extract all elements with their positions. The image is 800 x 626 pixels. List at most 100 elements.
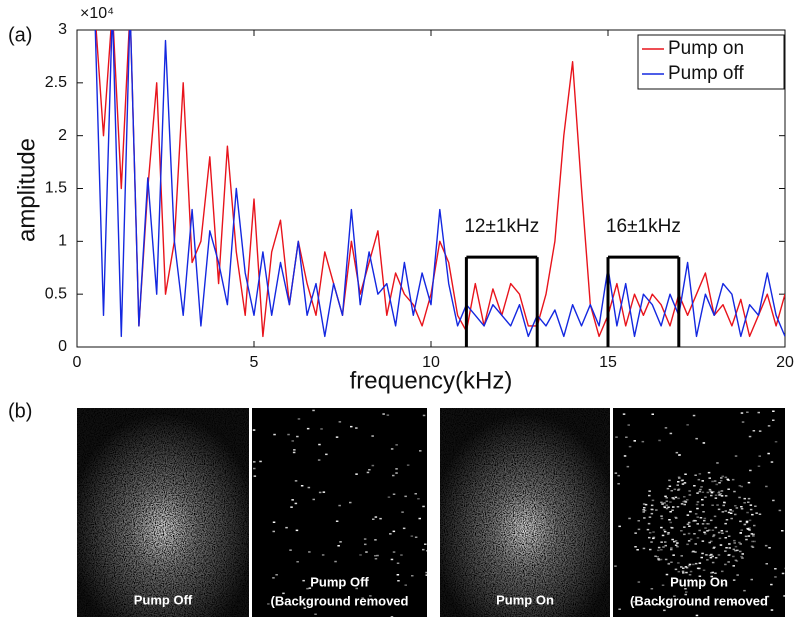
- noise-dot: [289, 549, 292, 551]
- noise-dot: [751, 513, 754, 516]
- noise-dot: [390, 448, 394, 450]
- noise-dot: [686, 499, 689, 501]
- noise-dot: [731, 478, 735, 481]
- noise-dot: [727, 535, 731, 537]
- noise-dot: [764, 544, 768, 547]
- noise-dot: [644, 503, 648, 506]
- noise-dot: [670, 548, 673, 551]
- noise-dot: [710, 491, 714, 494]
- y-tick-label: 3: [58, 21, 67, 38]
- noise-dot: [744, 535, 748, 538]
- noise-dot: [272, 530, 275, 533]
- noise-dot: [781, 572, 785, 575]
- noise-dot: [660, 541, 663, 543]
- noise-dot: [714, 494, 718, 496]
- noise-dot: [677, 476, 681, 478]
- noise-dot: [422, 414, 426, 417]
- noise-dot: [747, 497, 751, 500]
- noise-dot: [676, 545, 679, 548]
- noise-dot: [698, 473, 702, 475]
- noise-dot: [784, 567, 788, 570]
- noise-dot: [708, 529, 711, 531]
- noise-dot: [671, 497, 674, 499]
- noise-dot: [365, 551, 368, 553]
- noise-dot: [750, 533, 754, 535]
- noise-dot: [671, 538, 674, 541]
- noise-dot: [361, 597, 364, 599]
- noise-dot: [708, 477, 711, 479]
- noise-dot: [696, 492, 699, 494]
- noise-dot: [252, 429, 256, 431]
- noise-dot: [740, 506, 743, 508]
- noise-dot: [708, 554, 712, 557]
- noise-dot: [664, 427, 668, 429]
- noise-dot: [368, 469, 371, 471]
- noise-dot: [404, 584, 407, 586]
- noise-dot: [390, 616, 394, 618]
- y-tick-label: 1.5: [45, 180, 67, 197]
- noise-dot: [693, 485, 696, 487]
- image-tile: Pump Off: [77, 408, 249, 617]
- noise-dot: [410, 535, 414, 537]
- noise-dot: [727, 511, 731, 514]
- noise-dot: [736, 549, 739, 552]
- noise-dot: [699, 488, 702, 491]
- noise-dot: [374, 558, 378, 560]
- legend-label: Pump off: [668, 63, 744, 84]
- noise-dot: [714, 497, 718, 499]
- noise-dot: [667, 563, 670, 565]
- noise-dot: [694, 543, 697, 545]
- noise-dot: [686, 543, 689, 546]
- noise-dot: [321, 554, 325, 556]
- noise-dot: [724, 522, 727, 525]
- noise-dot: [307, 486, 311, 489]
- noise-dot: [713, 515, 717, 518]
- noise-dot: [717, 492, 720, 494]
- y-tick-label: 1: [58, 233, 67, 250]
- noise-dot: [422, 548, 425, 551]
- noise-dot: [687, 565, 691, 567]
- noise-dot: [721, 583, 725, 585]
- noise-dot: [253, 461, 256, 463]
- noise-dot: [694, 520, 697, 522]
- noise-dot: [665, 497, 668, 499]
- noise-dot: [627, 424, 630, 426]
- noise-dot: [663, 530, 667, 533]
- noise-dot: [709, 490, 713, 493]
- noise-dot: [712, 535, 715, 538]
- noise-dot: [294, 502, 298, 505]
- noise-dot: [741, 557, 744, 559]
- noise-dot: [677, 570, 681, 573]
- noise-dot: [724, 510, 727, 512]
- noise-dot: [658, 439, 661, 442]
- noise-dot: [339, 541, 342, 543]
- noise-dot: [695, 437, 698, 440]
- noise-dot: [670, 547, 673, 549]
- noise-dot: [335, 520, 339, 522]
- noise-dot: [727, 488, 730, 490]
- noise-dot: [273, 433, 276, 436]
- noise-dot: [334, 560, 337, 563]
- noise-dot: [693, 533, 696, 535]
- noise-dot: [689, 570, 693, 573]
- noise-dot: [740, 555, 743, 558]
- noise-dot: [355, 427, 358, 429]
- noise-dot: [643, 507, 646, 509]
- noise-dot: [758, 455, 761, 457]
- noise-dot: [325, 453, 328, 456]
- noise-dot: [685, 571, 688, 574]
- noise-dot: [282, 592, 285, 595]
- noise-dot: [395, 468, 398, 470]
- noise-dot: [660, 515, 663, 517]
- noise-dot: [741, 421, 745, 423]
- noise-dot: [643, 517, 646, 519]
- noise-dot: [732, 579, 736, 581]
- noise-dot: [694, 513, 698, 515]
- noise-dot: [637, 581, 641, 583]
- noise-dot: [295, 529, 299, 532]
- image-tile: Pump Off (Background removed: [252, 408, 429, 618]
- noise-dot: [275, 574, 278, 576]
- noise-dot: [300, 485, 304, 487]
- noise-dot: [683, 482, 687, 484]
- noise-dot: [702, 511, 705, 513]
